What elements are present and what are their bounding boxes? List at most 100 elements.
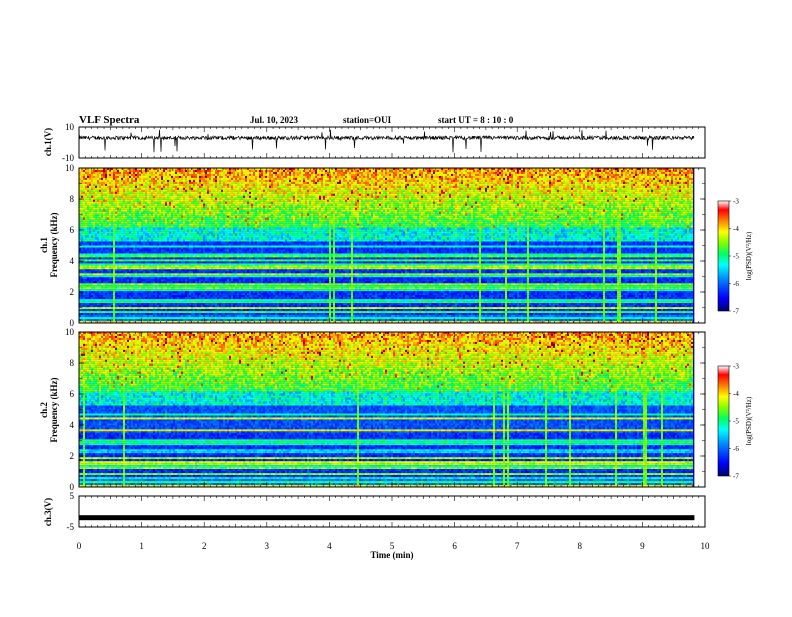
spectrogram-cell — [121, 184, 123, 186]
spectrogram-cell — [147, 307, 149, 309]
spectrogram-cell — [103, 297, 105, 299]
spectrogram-cell — [125, 275, 127, 277]
spectrogram-cell — [127, 309, 129, 311]
spectrogram-cell — [91, 299, 93, 301]
spectrogram-cell — [83, 242, 85, 244]
spectrogram-cell — [87, 265, 89, 267]
spectrogram-cell — [111, 259, 113, 261]
spectrogram-cell — [141, 273, 143, 275]
spectrogram-cell — [99, 315, 101, 317]
spectrogram-cell — [135, 210, 137, 212]
spectrogram-cell — [89, 186, 91, 188]
spectrogram-cell — [91, 242, 93, 244]
spectrogram-cell — [125, 224, 127, 226]
spectrogram-cell — [85, 251, 87, 253]
spectrogram-cell — [111, 267, 113, 269]
spectrogram-cell — [105, 309, 107, 311]
spectrogram-cell — [123, 214, 125, 216]
spectrogram-cell — [143, 247, 145, 249]
spectrogram-cell — [85, 269, 87, 271]
spectrogram-cell — [143, 291, 145, 293]
spectrogram-cell — [89, 317, 91, 319]
spectrogram-cell — [99, 309, 101, 311]
spectrogram-cell — [115, 309, 117, 311]
spectrogram-cell — [101, 299, 103, 301]
spectrogram-cell — [103, 261, 105, 263]
spectrogram-cell — [133, 212, 135, 214]
spectrogram-cell — [139, 259, 141, 261]
spectrogram-cell — [95, 172, 97, 174]
spectrogram-cell — [143, 240, 145, 242]
spectrogram-cell — [143, 293, 145, 295]
spectrogram-cell — [87, 301, 89, 303]
spectrogram-cell — [141, 315, 143, 317]
spectrogram-cell — [97, 273, 99, 275]
spectrogram-cell — [123, 192, 125, 194]
spectrogram-cell — [103, 230, 105, 232]
spectrogram-cell — [87, 194, 89, 196]
spectrogram-cell — [83, 224, 85, 226]
spectrogram-cell — [137, 206, 139, 208]
spectrogram-cell — [99, 234, 101, 236]
spectrogram-cell — [141, 279, 143, 281]
spectrogram-cell — [141, 265, 143, 267]
spectrogram-cell — [119, 224, 121, 226]
spectrogram-cell — [129, 238, 131, 240]
spectrogram-cell — [105, 234, 107, 236]
spectrogram-cell — [105, 182, 107, 184]
spectrogram-cell — [147, 218, 149, 220]
spectrogram-cell — [87, 240, 89, 242]
spectrogram-cell — [145, 293, 147, 295]
spectrogram-cell — [91, 293, 93, 295]
spectrogram-cell — [95, 317, 97, 319]
spectrogram-cell — [129, 186, 131, 188]
spectrogram-cell — [81, 257, 83, 259]
spectrogram-cell — [93, 196, 95, 198]
spectrogram-cell — [141, 253, 143, 255]
spectrogram-cell — [135, 259, 137, 261]
spectrogram-cell — [97, 214, 99, 216]
spectrogram-cell — [111, 287, 113, 289]
spectrogram-cell — [93, 275, 95, 277]
spectrogram-cell — [135, 244, 137, 246]
spectrogram-cell — [137, 202, 139, 204]
spectrogram-cell — [103, 251, 105, 253]
spectrogram-cell — [109, 228, 111, 230]
spectrogram-cell — [137, 273, 139, 275]
spectrogram-cell — [97, 230, 99, 232]
spectrogram-cell — [107, 269, 109, 271]
spectrogram-cell — [119, 251, 121, 253]
spectrogram-cell — [147, 212, 149, 214]
spectrogram-cell — [101, 214, 103, 216]
spectrogram-cell — [129, 279, 131, 281]
spectrogram-cell — [97, 291, 99, 293]
spectrogram-cell — [95, 202, 97, 204]
spectrogram-cell — [137, 291, 139, 293]
spectrogram-cell — [99, 178, 101, 180]
spectrogram-cell — [143, 172, 145, 174]
spectrogram-cell — [123, 202, 125, 204]
spectrogram-cell — [139, 315, 141, 317]
spectrogram-cell — [95, 253, 97, 255]
spectrogram-cell — [123, 234, 125, 236]
spectrogram-cell — [117, 257, 119, 259]
spectrogram-cell — [117, 253, 119, 255]
spectrogram-cell — [145, 253, 147, 255]
spectrogram-cell — [103, 271, 105, 273]
spectrogram-cell — [129, 285, 131, 287]
spectrogram-cell — [141, 228, 143, 230]
spectrogram-cell — [105, 251, 107, 253]
spectrogram-cell — [137, 257, 139, 259]
spectrogram-cell — [99, 287, 101, 289]
spectrogram-cell — [111, 192, 113, 194]
spectrogram-cell — [97, 190, 99, 192]
spectrogram-cell — [129, 222, 131, 224]
spectrogram-cell — [101, 218, 103, 220]
spectrogram-cell — [105, 259, 107, 261]
spectrogram-cell — [137, 315, 139, 317]
spectrogram-cell — [85, 279, 87, 281]
spectrogram-cell — [143, 251, 145, 253]
spectrogram-cell — [113, 196, 115, 198]
spectrogram-cell — [101, 190, 103, 192]
spectrogram-cell — [109, 178, 111, 180]
